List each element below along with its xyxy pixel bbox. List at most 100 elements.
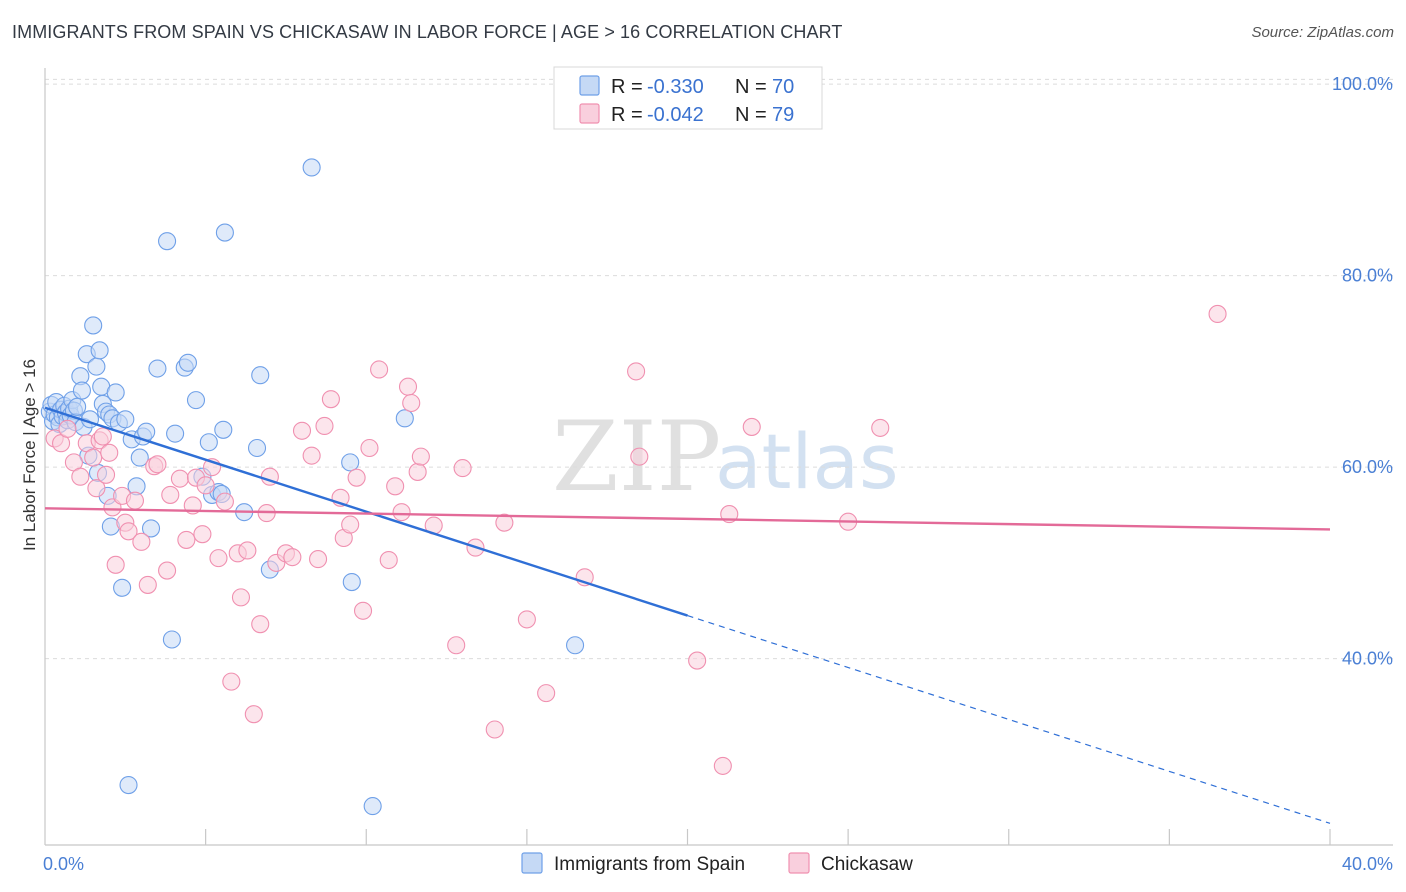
- watermark-atlas: atlas: [715, 417, 899, 506]
- point-s0-37: [113, 578, 132, 597]
- point-s1-7: [87, 479, 106, 498]
- point-s0-59: [215, 223, 234, 242]
- y-tick-label-100: 100.0%: [1332, 74, 1393, 94]
- point-s1-44: [292, 421, 312, 440]
- point-s0-25: [87, 357, 106, 376]
- point-s1-65: [453, 459, 472, 478]
- point-s1-75: [713, 756, 732, 775]
- y-axis-label: In Labor Force | Age > 16: [20, 359, 39, 551]
- point-s0-46: [148, 359, 167, 378]
- point-s1-16: [119, 522, 138, 541]
- bottom-legend-swatch-chickasaw: [788, 852, 810, 874]
- point-s1-64: [447, 636, 466, 655]
- point-s1-45: [302, 446, 321, 465]
- point-s1-25: [177, 530, 196, 549]
- bottom-legend-label-chickasaw: Chickasaw: [821, 854, 913, 875]
- point-s1-59: [398, 377, 418, 396]
- data-points: [40, 158, 1227, 816]
- legend-r-value-spain: -0.330: [647, 76, 704, 98]
- legend-n-value-spain: 70: [772, 76, 794, 98]
- point-s0-35: [106, 383, 125, 402]
- point-s0-45: [141, 519, 161, 538]
- point-s1-29: [196, 476, 215, 495]
- point-s1-9: [93, 427, 112, 446]
- point-s1-55: [370, 360, 389, 379]
- point-s1-19: [138, 575, 157, 594]
- point-s1-58: [392, 503, 411, 522]
- point-s1-80: [1208, 304, 1227, 324]
- y-tick-label-80: 80.0%: [1342, 266, 1393, 286]
- point-s1-18: [132, 532, 151, 551]
- point-s1-79: [871, 418, 890, 437]
- point-s1-68: [495, 513, 514, 532]
- trend-line-s0: [44, 406, 688, 617]
- point-s1-73: [630, 447, 649, 466]
- point-s1-31: [209, 549, 228, 568]
- legend-r-label-chickasaw: R =: [611, 104, 643, 126]
- legend-n-value-chickasaw: 79: [772, 104, 794, 126]
- point-s0-42: [130, 448, 149, 467]
- point-s1-43: [283, 548, 302, 567]
- point-s0-47: [158, 232, 177, 251]
- point-s1-37: [244, 705, 263, 724]
- point-s1-62: [411, 447, 430, 466]
- point-s0-66: [342, 572, 361, 592]
- point-s1-32: [215, 492, 234, 511]
- trend-line-dashed-s0: [687, 614, 1331, 824]
- point-s0-52: [186, 391, 206, 410]
- legend-r-value-chickasaw: -0.042: [647, 104, 704, 126]
- series-1-points: [45, 304, 1227, 775]
- point-s0-65: [341, 453, 360, 472]
- point-s1-10: [96, 465, 116, 484]
- x-tick-label-0: 0.0%: [43, 854, 84, 874]
- point-s1-60: [402, 393, 421, 413]
- point-s1-21: [148, 455, 167, 474]
- point-s1-53: [353, 601, 373, 620]
- point-s1-13: [106, 555, 125, 574]
- point-s1-56: [379, 550, 398, 570]
- point-s0-54: [199, 433, 218, 452]
- point-s1-33: [222, 672, 241, 691]
- point-s0-27: [90, 341, 109, 360]
- point-s0-48: [162, 630, 181, 649]
- point-s0-19: [72, 381, 91, 400]
- point-s1-48: [321, 390, 340, 409]
- point-s1-77: [742, 417, 761, 436]
- bottom-legend: Immigrants from Spain Chickasaw: [521, 852, 913, 875]
- trend-line-s1: [44, 507, 1331, 531]
- y-tick-label-60: 60.0%: [1342, 457, 1393, 477]
- point-s0-38: [116, 410, 135, 429]
- bottom-legend-swatch-spain: [521, 852, 543, 874]
- grid: [45, 78, 1393, 660]
- point-s0-67: [363, 797, 382, 816]
- point-s1-22: [158, 561, 177, 580]
- point-s0-39: [119, 775, 138, 795]
- point-s1-17: [125, 491, 144, 510]
- point-s1-57: [386, 477, 405, 496]
- point-s0-58: [214, 420, 233, 439]
- legend-n-label-chickasaw: N =: [735, 104, 767, 126]
- point-s1-61: [408, 462, 427, 481]
- point-s0-24: [84, 316, 103, 335]
- point-s1-51: [341, 515, 360, 534]
- axes: [44, 68, 1393, 846]
- point-s0-64: [302, 158, 321, 177]
- point-s0-49: [166, 424, 185, 443]
- series-0-points: [40, 158, 585, 816]
- point-s1-74: [688, 651, 707, 670]
- point-s1-24: [170, 469, 189, 488]
- point-s0-68: [395, 409, 414, 428]
- point-s1-28: [193, 525, 212, 544]
- point-s1-35: [231, 588, 251, 607]
- point-s0-69: [566, 636, 585, 655]
- point-s1-23: [161, 485, 180, 504]
- chart-title: IMMIGRANTS FROM SPAIN VS CHICKASAW IN LA…: [12, 22, 843, 42]
- top-legend: R = -0.330 N = 70 R = -0.042 N = 79: [553, 66, 823, 130]
- legend-n-label-spain: N =: [735, 76, 767, 98]
- point-s1-46: [309, 550, 328, 569]
- y-tick-label-40: 40.0%: [1342, 649, 1393, 669]
- point-s1-54: [360, 438, 379, 458]
- trend-lines: [44, 406, 1331, 824]
- point-s0-61: [247, 438, 267, 458]
